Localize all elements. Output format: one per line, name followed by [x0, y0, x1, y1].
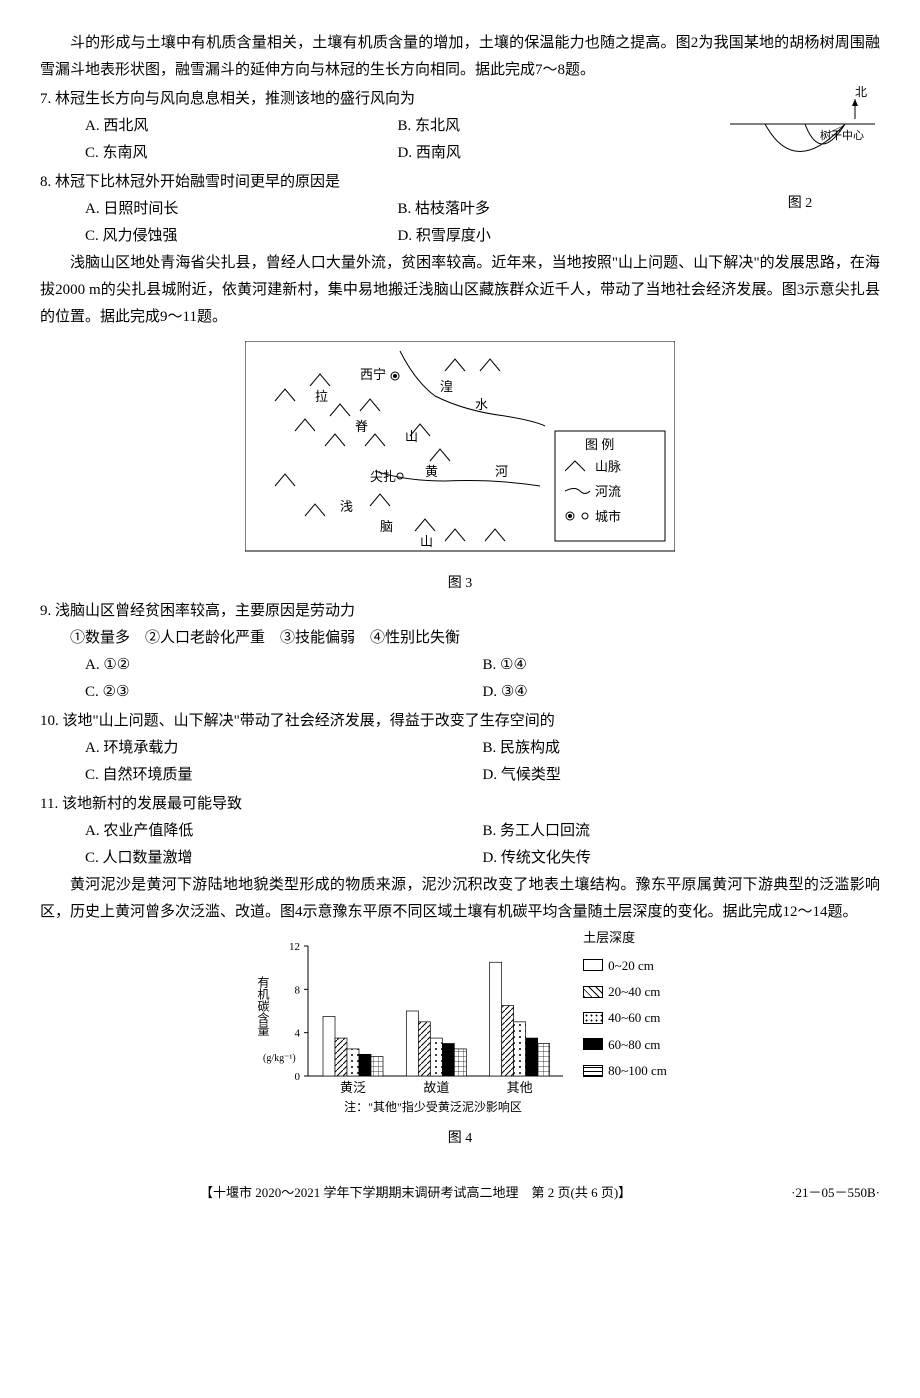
svg-text:浅: 浅	[340, 499, 353, 514]
legend-title: 土层深度	[583, 926, 667, 949]
svg-text:4: 4	[295, 1028, 301, 1040]
svg-text:12: 12	[289, 941, 300, 953]
svg-text:8: 8	[295, 985, 301, 997]
q8-option-b: B. 枯枝落叶多	[398, 196, 711, 223]
q11-option-b: B. 务工人口回流	[483, 818, 881, 845]
svg-text:黄泛: 黄泛	[340, 1080, 366, 1095]
svg-text:有机碳含量: 有机碳含量	[256, 976, 270, 1036]
svg-text:湟: 湟	[440, 379, 453, 394]
page-footer: 【十堰市 2020～2021 学年下学期期末调研考试高二地理 第 2 页(共 6…	[40, 1181, 880, 1204]
q9-option-c: C. ②③	[85, 679, 483, 706]
q9-stem: 9. 浅脑山区曾经贫困率较高，主要原因是劳动力	[40, 598, 880, 625]
svg-text:图 例: 图 例	[585, 437, 614, 452]
svg-text:0: 0	[295, 1071, 301, 1083]
q10-option-a: A. 环境承载力	[85, 735, 483, 762]
svg-text:黄: 黄	[425, 464, 438, 479]
svg-text:脊: 脊	[355, 419, 368, 434]
svg-text:河流: 河流	[595, 484, 621, 499]
svg-text:水: 水	[475, 397, 488, 412]
fig3-caption: 图 3	[40, 571, 880, 596]
q7-option-b: B. 东北风	[398, 113, 711, 140]
svg-text:西宁: 西宁	[360, 367, 386, 382]
svg-text:脑: 脑	[380, 519, 393, 534]
q9-option-d: D. ③④	[483, 679, 881, 706]
svg-text:城市: 城市	[595, 509, 621, 524]
figure-3: 图 例 山脉 河流 城市 西宁 湟 水	[40, 341, 880, 561]
north-label: 北	[855, 85, 867, 99]
figure-2: 北 树干中心 图 2	[720, 84, 880, 217]
q11-option-a: A. 农业产值降低	[85, 818, 483, 845]
svg-text:树干中心: 树干中心	[820, 128, 864, 142]
q10-stem: 10. 该地"山上问题、山下解决"带动了社会经济发展，得益于改变了生存空间的	[40, 708, 880, 735]
intro-text-3: 黄河泥沙是黄河下游陆地地貌类型形成的物质来源，泥沙沉积改变了地表土壤结构。豫东平…	[40, 872, 880, 926]
footer-right: ·21－05－550B·	[791, 1181, 880, 1204]
svg-text:注："其他"指少受黄泛泥沙影响区: 注："其他"指少受黄泛泥沙影响区	[344, 1099, 522, 1114]
q10-option-d: D. 气候类型	[483, 762, 881, 789]
svg-text:拉: 拉	[315, 389, 328, 404]
figure-4: 有机碳含量 (g/kg⁻¹) 0 4 8 12 黄泛 故道 其他 注："其他"指少受黄泛泥…	[40, 926, 880, 1126]
q10-option-b: B. 民族构成	[483, 735, 881, 762]
svg-text:山: 山	[405, 429, 418, 444]
fig2-caption: 图 2	[720, 191, 880, 216]
svg-text:尖扎: 尖扎	[370, 469, 396, 484]
intro-text-2: 浅脑山区地处青海省尖扎县，曾经人口大量外流，贫困率较高。近年来，当地按照"山上问…	[40, 250, 880, 331]
q7-option-c: C. 东南风	[85, 140, 398, 167]
q11-option-c: C. 人口数量激增	[85, 845, 483, 872]
q9-option-b: B. ①④	[483, 652, 881, 679]
svg-text:其他: 其他	[507, 1080, 533, 1095]
q11-stem: 11. 该地新村的发展最可能导致	[40, 791, 880, 818]
q7-option-a: A. 西北风	[85, 113, 398, 140]
q9-subs: ①数量多 ②人口老龄化严重 ③技能偏弱 ④性别比失衡	[40, 625, 880, 652]
svg-text:故道: 故道	[423, 1080, 449, 1095]
q8-option-a: A. 日照时间长	[85, 196, 398, 223]
svg-text:河: 河	[495, 464, 508, 479]
q8-option-d: D. 积雪厚度小	[398, 223, 711, 250]
fig4-legend: 土层深度 0~20 cm 20~40 cm 40~60 cm 60~80 cm …	[583, 926, 667, 1085]
footer-center: 【十堰市 2020～2021 学年下学期期末调研考试高二地理 第 2 页(共 6…	[200, 1185, 631, 1200]
svg-text:山脉: 山脉	[595, 459, 621, 474]
q8-option-c: C. 风力侵蚀强	[85, 223, 398, 250]
fig4-caption: 图 4	[40, 1126, 880, 1151]
q7-option-d: D. 西南风	[398, 140, 711, 167]
q10-option-c: C. 自然环境质量	[85, 762, 483, 789]
intro-text-1: 斗的形成与土壤中有机质含量相关，土壤有机质含量的增加，土壤的保温能力也随之提高。…	[40, 30, 880, 84]
q9-option-a: A. ①②	[85, 652, 483, 679]
svg-text:山: 山	[420, 534, 433, 549]
q11-option-d: D. 传统文化失传	[483, 845, 881, 872]
svg-text:(g/kg⁻¹): (g/kg⁻¹)	[263, 1053, 296, 1064]
